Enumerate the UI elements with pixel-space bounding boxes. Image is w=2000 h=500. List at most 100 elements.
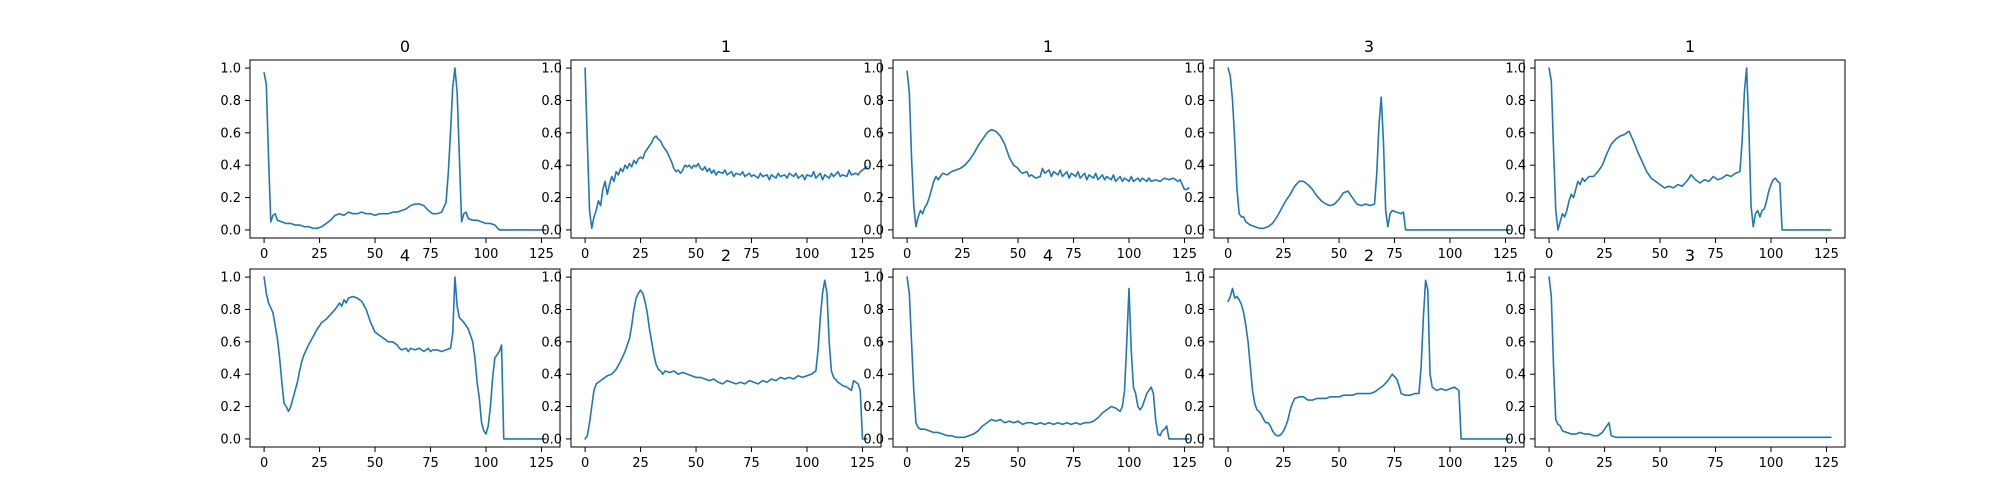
y-tick-label: 0.0 (863, 432, 884, 447)
y-tick-label: 0.4 (1184, 368, 1205, 383)
x-tick-label: 75 (743, 247, 760, 262)
subplot-9: 3 0 25 50 75 100 125 0.0 0.2 0.4 0.6 0.8 1.0 (1505, 246, 1846, 471)
x-tick-label: 50 (367, 456, 384, 471)
x-tick-label: 125 (1493, 456, 1518, 471)
y-tick-label: 0.8 (220, 303, 241, 318)
subplot-title: 1 (1685, 37, 1695, 56)
y-tick-label: 1.0 (863, 62, 884, 77)
x-tick-label: 50 (688, 456, 705, 471)
x-tick-label: 125 (529, 247, 554, 262)
x-tick-label: 125 (1172, 456, 1197, 471)
x-tick-label: 50 (1331, 247, 1348, 262)
x-tick-label: 25 (1596, 247, 1613, 262)
y-tick-label: 0.6 (863, 126, 884, 141)
subplot-0: 0 0 25 50 75 100 125 0.0 0.2 0.4 0.6 0.8 1.0 (220, 37, 561, 262)
x-tick-label: 0 (260, 247, 268, 262)
x-tick-label: 75 (1065, 247, 1082, 262)
series-line (263, 276, 547, 440)
series-line (584, 67, 868, 230)
subplot-3: 3 0 25 50 75 100 125 0.0 0.2 0.4 0.6 0.8 1.0 (1184, 37, 1525, 262)
y-tick-label: 1.0 (541, 271, 562, 286)
y-tick-label: 0.2 (1505, 191, 1526, 206)
x-tick-label: 125 (1493, 247, 1518, 262)
x-tick-label: 50 (1010, 247, 1027, 262)
x-tick-label: 0 (1224, 456, 1232, 471)
x-tick-label: 25 (1275, 247, 1292, 262)
x-tick-label: 50 (688, 247, 705, 262)
y-tick-label: 0.6 (863, 335, 884, 350)
x-tick-label: 75 (1386, 247, 1403, 262)
x-tick-label: 100 (1759, 247, 1784, 262)
x-tick-label: 0 (581, 456, 589, 471)
series-line (584, 279, 868, 440)
x-tick-label: 125 (850, 456, 875, 471)
axes-frame (1213, 59, 1525, 239)
subplot-8: 2 0 25 50 75 100 125 0.0 0.2 0.4 0.6 0.8 1.0 (1184, 246, 1525, 471)
y-tick-label: 0.8 (541, 94, 562, 109)
x-tick-label: 25 (632, 247, 649, 262)
y-tick-label: 0.6 (220, 335, 241, 350)
y-tick-label: 0.6 (1184, 335, 1205, 350)
y-tick-label: 0.4 (863, 368, 884, 383)
y-tick-label: 1.0 (220, 271, 241, 286)
axes-frame (1534, 59, 1846, 239)
y-tick-label: 0.8 (863, 94, 884, 109)
subplot-5: 4 0 25 50 75 100 125 0.0 0.2 0.4 0.6 0.8 1.0 (220, 246, 561, 471)
y-tick-label: 0.6 (1505, 126, 1526, 141)
x-tick-label: 100 (1759, 456, 1784, 471)
x-tick-label: 75 (1386, 456, 1403, 471)
y-tick-label: 0.2 (1184, 400, 1205, 415)
axes-frame (570, 59, 882, 239)
subplot-title: 2 (1364, 246, 1374, 265)
x-tick-label: 125 (529, 456, 554, 471)
x-tick-label: 100 (1438, 247, 1463, 262)
x-tick-label: 0 (581, 247, 589, 262)
y-tick-label: 0.4 (1505, 368, 1526, 383)
x-tick-label: 25 (954, 247, 971, 262)
y-tick-label: 0.0 (1505, 432, 1526, 447)
x-tick-label: 100 (1117, 247, 1142, 262)
y-tick-label: 0.4 (541, 159, 562, 174)
y-tick-label: 0.2 (863, 191, 884, 206)
x-tick-label: 75 (422, 247, 439, 262)
x-tick-label: 50 (1652, 247, 1669, 262)
x-tick-label: 0 (1224, 247, 1232, 262)
x-tick-label: 25 (311, 247, 328, 262)
y-tick-label: 0.6 (220, 126, 241, 141)
subplot-title: 3 (1685, 246, 1695, 265)
y-tick-label: 0.6 (1505, 335, 1526, 350)
y-tick-label: 1.0 (1184, 62, 1205, 77)
subplot-title: 3 (1364, 37, 1374, 56)
x-tick-label: 125 (1172, 247, 1197, 262)
axes-frame (892, 268, 1204, 448)
x-tick-label: 0 (260, 456, 268, 471)
x-tick-label: 25 (954, 456, 971, 471)
y-tick-label: 0.0 (220, 223, 241, 238)
axes-frame (1213, 268, 1525, 448)
y-tick-label: 1.0 (1505, 62, 1526, 77)
y-tick-label: 0.6 (541, 335, 562, 350)
axes-frame (249, 268, 561, 448)
axes-frame (1534, 268, 1846, 448)
x-tick-label: 0 (1545, 247, 1553, 262)
series-line (906, 70, 1190, 228)
subplot-title: 1 (1043, 37, 1053, 56)
subplot-4: 1 0 25 50 75 100 125 0.0 0.2 0.4 0.6 0.8 1.0 (1505, 37, 1846, 262)
y-tick-label: 0.8 (1184, 94, 1205, 109)
y-tick-label: 0.8 (1505, 303, 1526, 318)
x-tick-label: 75 (1065, 456, 1082, 471)
y-tick-label: 0.2 (863, 400, 884, 415)
axes-frame (249, 59, 561, 239)
series-line (1227, 279, 1511, 440)
y-tick-label: 0.2 (220, 400, 241, 415)
x-tick-label: 75 (1707, 456, 1724, 471)
y-tick-label: 0.2 (220, 191, 241, 206)
y-tick-label: 1.0 (1505, 271, 1526, 286)
axes-frame (892, 59, 1204, 239)
y-tick-label: 0.4 (863, 159, 884, 174)
x-tick-label: 50 (1010, 456, 1027, 471)
x-tick-label: 125 (850, 247, 875, 262)
y-tick-label: 1.0 (220, 62, 241, 77)
subplot-1: 1 0 25 50 75 100 125 0.0 0.2 0.4 0.6 0.8 1.0 (541, 37, 882, 262)
